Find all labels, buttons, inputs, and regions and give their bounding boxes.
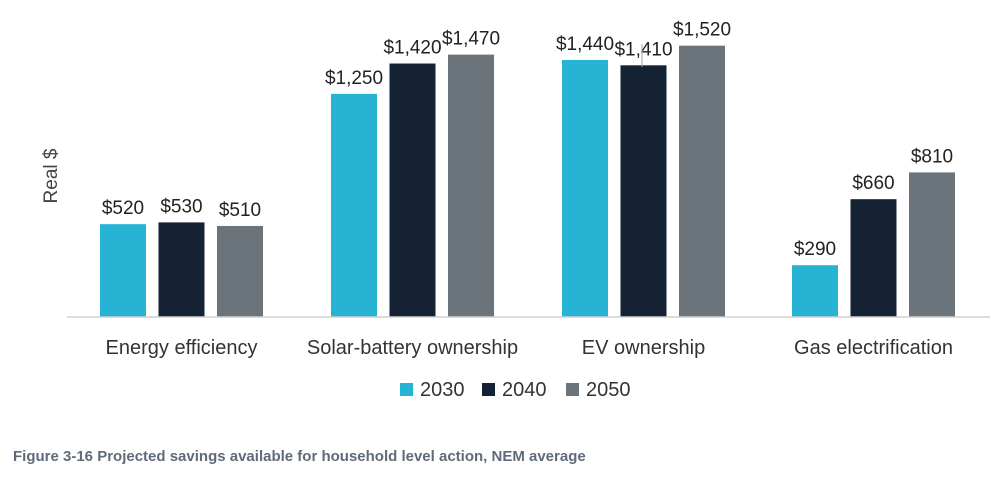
bar-2040-2 [620,65,667,317]
labels-layer: $520 $530 $510 $1,250$1,420 $1,470 $1,440 $1,4… [102,20,953,261]
legend-label-2050: 2050 [586,379,631,401]
data-label-2030-0: $520 [102,198,144,219]
legend-swatch-2050 [566,383,579,396]
bar-2030-0 [100,224,146,317]
bar-2030-1 [331,93,377,317]
bar-2050-1 [448,54,494,317]
bar-2040-0 [158,222,205,317]
data-label-2050-1: $1,470 [442,29,500,50]
bar-2050-2 [679,45,725,318]
bar-2040-1 [389,63,436,317]
bars-layer [100,45,955,318]
legend: 2030 2040 2050 [400,379,631,401]
legend-swatch-2030 [400,383,413,396]
legend-swatch-2040 [482,383,495,396]
data-label-2050-0: $510 [219,200,261,221]
data-label-2050-3: $810 [911,146,953,167]
bar-2040-3 [850,199,897,317]
bar-2050-0 [217,225,263,317]
data-label-2030-1: $1,250 [325,68,383,89]
data-label-2030-3: $290 [794,239,836,260]
bar-2030-3 [792,265,838,317]
data-label-2050-2: $1,520 [673,20,731,41]
x-tick-label-1: Solar-battery ownership [307,337,518,359]
bar-2030-2 [562,59,608,318]
x-tick-label-0: Energy efficiency [106,337,258,359]
x-tick-label-2: EV ownership [582,337,705,359]
bar-2050-3 [909,172,955,317]
legend-label-2030: 2030 [420,379,465,401]
legend-label-2040: 2040 [502,379,547,401]
bar-chart: Real $ $520 $530 $510 $1,250$1,420 $1,470 $1,… [41,20,990,401]
x-tick-label-3: Gas electrification [794,337,953,359]
data-label-2040-1: $1,420 [383,38,441,59]
data-label-2040-3: $660 [852,173,894,194]
data-label-2040-2: $1,410 [614,39,672,60]
y-axis-label: Real $ [41,148,62,203]
data-label-2040-0: $530 [160,196,202,217]
data-label-2030-2: $1,440 [556,34,614,55]
figure-caption: Figure 3-16 Projected savings available … [13,448,586,465]
x-tick-labels: Energy efficiency Solar-battery ownership… [106,337,953,359]
